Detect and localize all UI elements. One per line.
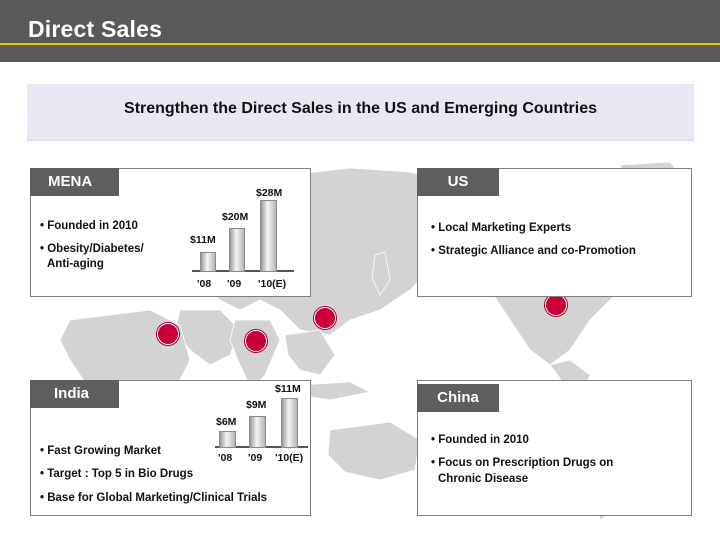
mena-bullet-focus-cont: Anti-aging	[47, 258, 104, 270]
china-tab: China	[417, 384, 499, 412]
india-bar-09	[249, 416, 266, 448]
title-accent-rule	[0, 43, 720, 45]
india-year-08: '08	[218, 452, 233, 464]
mena-value-10: $28M	[256, 187, 283, 199]
india-value-10: $11M	[275, 383, 301, 395]
china-bullet-focus-cont: Chronic Disease	[438, 473, 529, 485]
mena-bar-08	[200, 252, 216, 272]
mena-bullet-founded: • Founded in 2010	[40, 220, 138, 232]
india-bar-08	[219, 431, 236, 448]
india-bullet-market: • Fast Growing Market	[40, 445, 161, 457]
banner-text: Strengthen the Direct Sales in the US an…	[124, 100, 597, 117]
mena-tab: MENA	[30, 168, 119, 196]
lg-logo-icon	[157, 323, 179, 345]
lg-logo-icon	[545, 294, 567, 316]
us-bullet-marketing: • Local Marketing Experts	[431, 222, 572, 234]
india-bullet-target: • Target : Top 5 in Bio Drugs	[40, 468, 194, 480]
mena-bullet-focus: • Obesity/Diabetes/	[40, 243, 144, 255]
us-tab: US	[417, 168, 499, 196]
india-bar-10	[281, 398, 298, 448]
china-bullet-founded: • Founded in 2010	[431, 434, 529, 446]
india-value-08: $6M	[216, 416, 237, 428]
india-tab: India	[30, 380, 119, 408]
india-year-10: '10(E)	[275, 452, 304, 464]
mena-bar-09	[229, 228, 245, 272]
mena-year-09: '09	[227, 278, 242, 290]
mena-tab-label: MENA	[48, 173, 93, 190]
india-year-09: '09	[248, 452, 263, 464]
mena-year-10: '10(E)	[258, 278, 287, 290]
lg-logo-icon	[314, 307, 336, 329]
us-tab-label: US	[447, 173, 469, 190]
mena-value-09: $20M	[222, 211, 249, 223]
china-tab-label: China	[437, 389, 479, 406]
india-tab-label: India	[54, 385, 90, 402]
mena-value-08: $11M	[190, 234, 216, 246]
title-bar	[0, 0, 720, 62]
mena-year-08: '08	[197, 278, 212, 290]
india-value-09: $9M	[246, 399, 267, 411]
china-bullet-focus: • Focus on Prescription Drugs on	[431, 457, 614, 469]
india-bullet-base: • Base for Global Marketing/Clinical Tri…	[40, 492, 268, 504]
lg-logo-icon	[245, 330, 267, 352]
banner	[27, 84, 694, 141]
us-bullet-alliance: • Strategic Alliance and co-Promotion	[431, 245, 636, 257]
mena-bar-10	[260, 200, 277, 272]
page-title: Direct Sales	[28, 16, 163, 42]
